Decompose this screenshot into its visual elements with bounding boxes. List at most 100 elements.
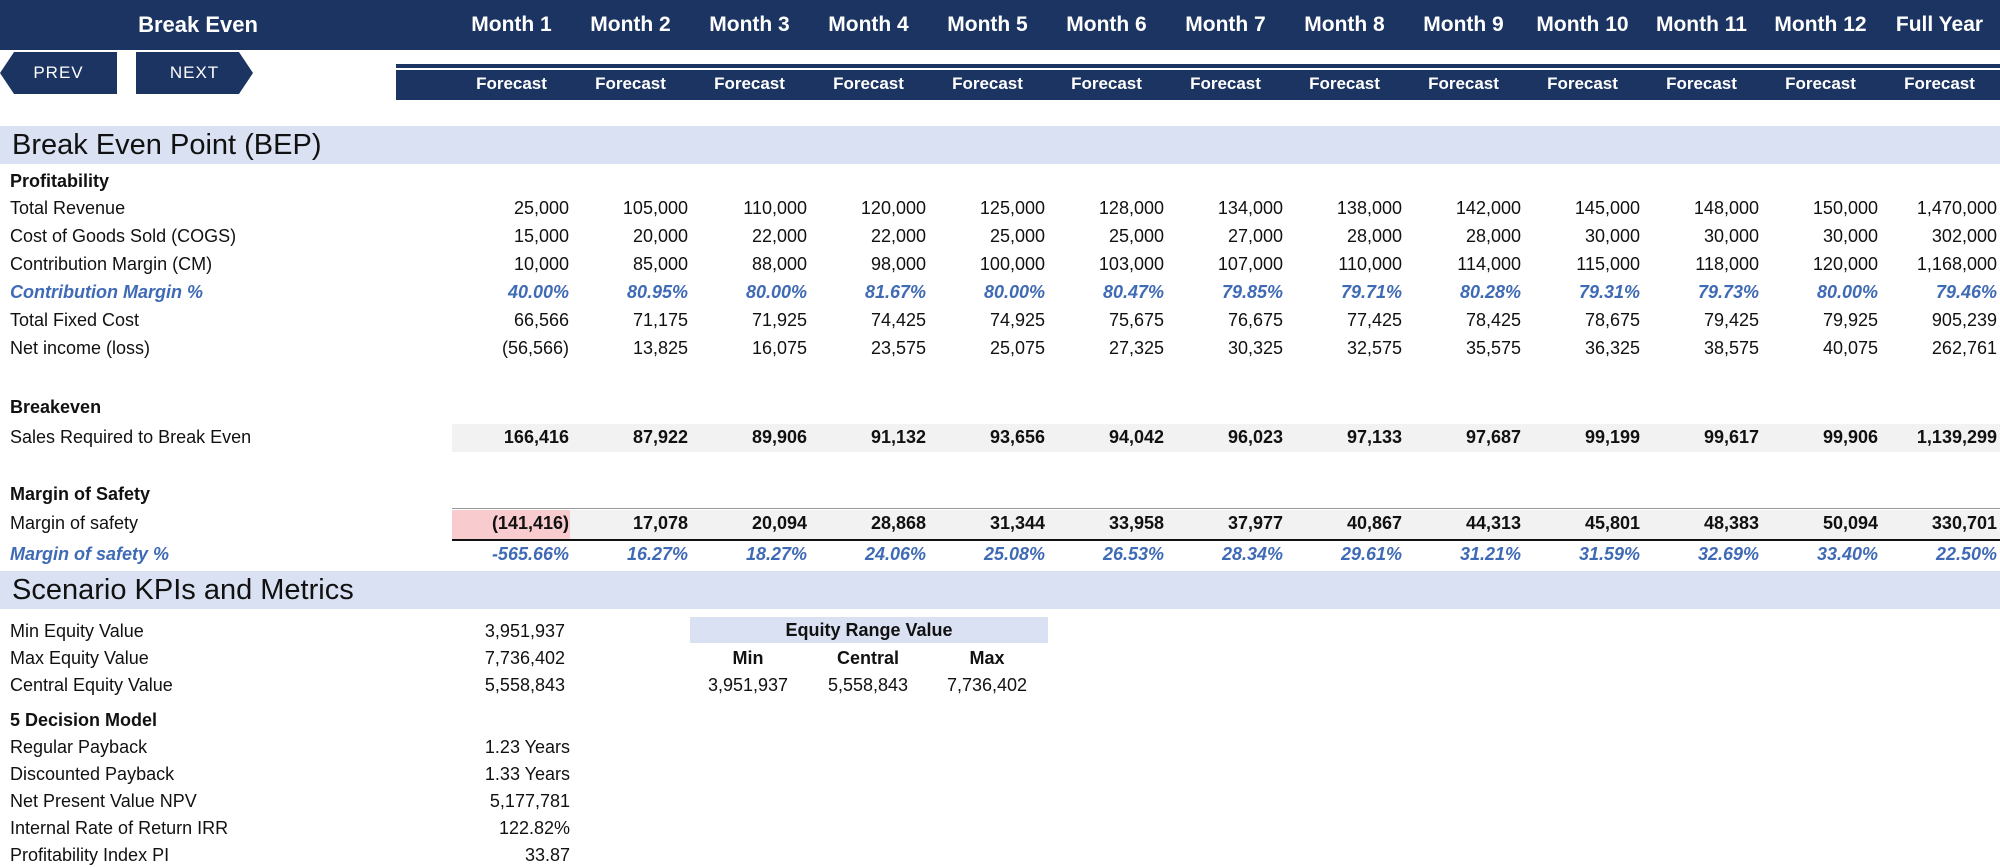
bep-row-cell: 80.28% bbox=[1459, 282, 1521, 302]
bep-row-cell: 28,000 bbox=[1346, 226, 1402, 246]
bep-row-cell: 74,425 bbox=[870, 310, 926, 330]
bep-row-cell: 75,675 bbox=[1108, 310, 1164, 330]
sales-required-cell: 99,199 bbox=[1584, 427, 1640, 447]
mos-cell: 33,958 bbox=[1108, 513, 1164, 533]
bep-row-cell: 100,000 bbox=[979, 254, 1045, 274]
bep-row-cell: 78,425 bbox=[1465, 310, 1521, 330]
forecast-label: Forecast bbox=[833, 74, 904, 93]
equity-value: 7,736,402 bbox=[484, 648, 565, 668]
month-header: Month 12 bbox=[1774, 13, 1867, 36]
bep-row-cell: 20,000 bbox=[632, 226, 688, 246]
profitability-label: Profitability bbox=[10, 171, 110, 191]
bep-row-cell: 114,000 bbox=[1457, 254, 1521, 274]
bep-row-cell: 150,000 bbox=[1812, 198, 1878, 218]
forecast-label: Forecast bbox=[1309, 74, 1380, 93]
bep-row-cell: 125,000 bbox=[979, 198, 1045, 218]
mos-bottom-border bbox=[452, 539, 2000, 541]
forecast-label: Forecast bbox=[1071, 74, 1142, 93]
header-bar bbox=[0, 0, 2000, 50]
mos-pct-cell: -565.66% bbox=[491, 544, 569, 564]
mos-cell: 48,383 bbox=[1703, 513, 1759, 533]
bep-row-cell: 79,925 bbox=[1822, 310, 1878, 330]
header-divider bbox=[396, 64, 2000, 68]
sales-required-cell: 94,042 bbox=[1108, 427, 1164, 447]
mos-cell: 17,078 bbox=[632, 513, 688, 533]
bep-row-cell: 118,000 bbox=[1695, 254, 1759, 274]
bep-row-cell: 22,000 bbox=[870, 226, 926, 246]
bep-row-cell: 35,575 bbox=[1465, 338, 1521, 358]
bep-row-cell: 79.71% bbox=[1340, 282, 1402, 302]
bep-row-cell: 115,000 bbox=[1576, 254, 1640, 274]
bep-row-label: Cost of Goods Sold (COGS) bbox=[10, 226, 237, 246]
equity-value: 5,558,843 bbox=[484, 675, 565, 695]
mos-cell: 330,701 bbox=[1931, 513, 1997, 533]
decision-label: Discounted Payback bbox=[10, 764, 175, 784]
bep-row-cell: 81.67% bbox=[864, 282, 926, 302]
bep-row-cell: 79.73% bbox=[1697, 282, 1759, 302]
decision-value: 33.87 bbox=[524, 845, 570, 865]
decision-label: Regular Payback bbox=[10, 737, 148, 757]
mos-label: Margin of Safety bbox=[10, 484, 151, 504]
month-header: Month 5 bbox=[947, 13, 1028, 36]
bep-row-cell: 1,168,000 bbox=[1916, 254, 1997, 274]
month-header: Month 11 bbox=[1655, 13, 1747, 36]
equity-range-header: Max bbox=[969, 648, 1005, 668]
bep-row-cell: 79.31% bbox=[1578, 282, 1640, 302]
forecast-label: Forecast bbox=[1666, 74, 1737, 93]
bep-row-cell: 80.00% bbox=[983, 282, 1045, 302]
forecast-label: Forecast bbox=[1547, 74, 1618, 93]
month-header: Month 3 bbox=[709, 13, 790, 36]
bep-row-cell: 27,000 bbox=[1227, 226, 1283, 246]
bep-row-cell: 15,000 bbox=[513, 226, 569, 246]
bep-row-cell: 30,000 bbox=[1584, 226, 1640, 246]
bep-row-cell: 134,000 bbox=[1217, 198, 1283, 218]
decision-label: Net Present Value NPV bbox=[10, 791, 197, 811]
bep-row-cell: 13,825 bbox=[632, 338, 688, 358]
forecast-label: Forecast bbox=[1428, 74, 1499, 93]
bep-row-cell: 40,075 bbox=[1822, 338, 1878, 358]
mos-cell: (141,416) bbox=[491, 513, 569, 533]
month-header: Month 9 bbox=[1423, 13, 1504, 36]
bep-row-cell: 148,000 bbox=[1693, 198, 1759, 218]
mos-pct-cell: 31.59% bbox=[1578, 544, 1640, 564]
mos-pct-cell: 22.50% bbox=[1935, 544, 1997, 564]
sales-required-cell: 89,906 bbox=[751, 427, 807, 447]
mos-cell: 40,867 bbox=[1346, 513, 1402, 533]
sales-required-cell: 166,416 bbox=[503, 427, 569, 447]
bep-row-cell: 16,075 bbox=[751, 338, 807, 358]
negative-cell-fill bbox=[452, 510, 570, 540]
bep-row-cell: 30,000 bbox=[1822, 226, 1878, 246]
bep-row-cell: 36,325 bbox=[1584, 338, 1640, 358]
bep-row-cell: 105,000 bbox=[622, 198, 688, 218]
bep-row-cell: 71,925 bbox=[751, 310, 807, 330]
mos-pct-cell: 32.69% bbox=[1697, 544, 1759, 564]
forecast-label: Forecast bbox=[1904, 74, 1975, 93]
bep-row-cell: 142,000 bbox=[1455, 198, 1521, 218]
decision-value: 1.33 Years bbox=[484, 764, 570, 784]
next-button[interactable]: NEXT bbox=[136, 52, 253, 94]
forecast-label: Forecast bbox=[1785, 74, 1856, 93]
mos-cell: 37,977 bbox=[1227, 513, 1283, 533]
bep-row-cell: 78,675 bbox=[1584, 310, 1640, 330]
mos-cell: 28,868 bbox=[870, 513, 926, 533]
prev-button[interactable]: PREV bbox=[0, 52, 117, 94]
forecast-label: Forecast bbox=[1190, 74, 1261, 93]
forecast-label: Forecast bbox=[714, 74, 785, 93]
equity-value: 3,951,937 bbox=[484, 621, 565, 641]
bep-row-cell: 145,000 bbox=[1574, 198, 1640, 218]
bep-row-cell: 76,675 bbox=[1227, 310, 1283, 330]
bep-row-cell: 38,575 bbox=[1703, 338, 1759, 358]
decision-model-label: 5 Decision Model bbox=[10, 710, 158, 730]
bep-row-cell: 80.00% bbox=[745, 282, 807, 302]
mos-pct-cell: 16.27% bbox=[626, 544, 688, 564]
mos-pct-cell: 26.53% bbox=[1102, 544, 1164, 564]
month-header: Month 2 bbox=[590, 13, 671, 36]
bep-row-cell: 25,000 bbox=[513, 198, 569, 218]
bep-row-cell: 22,000 bbox=[751, 226, 807, 246]
bep-row-cell: 80.47% bbox=[1102, 282, 1164, 302]
mos-pct-cell: 33.40% bbox=[1816, 544, 1878, 564]
decision-label: Profitability Index PI bbox=[10, 845, 170, 865]
forecast-bar bbox=[396, 68, 2000, 100]
bep-row-cell: 79.85% bbox=[1221, 282, 1283, 302]
bep-row-cell: 905,239 bbox=[1931, 310, 1997, 330]
